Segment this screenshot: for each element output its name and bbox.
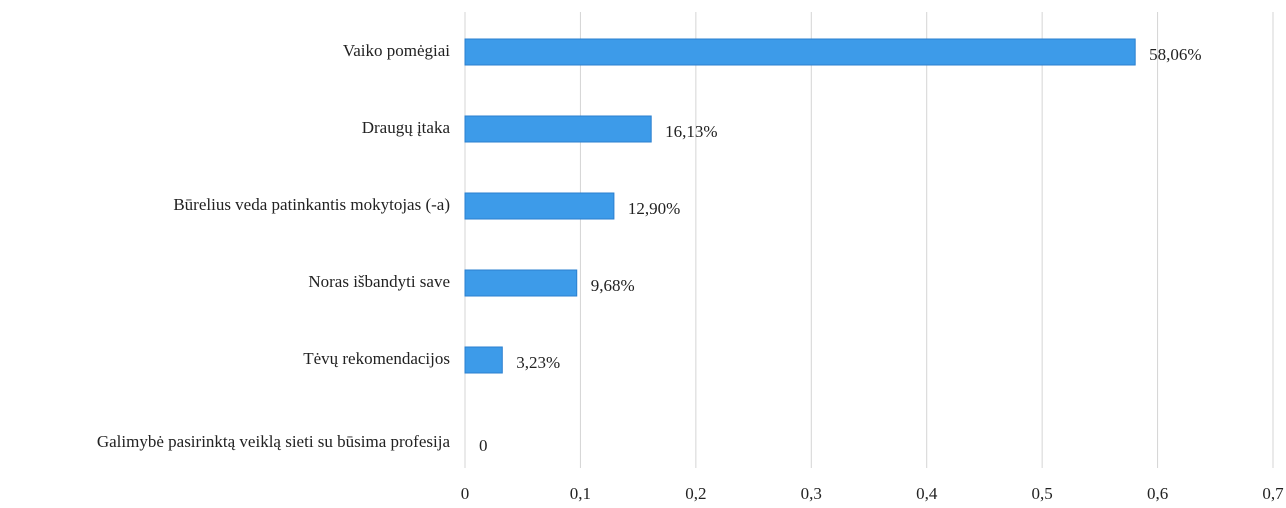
- data-label: 9,68%: [591, 276, 635, 295]
- y-tick-label: Draugų įtaka: [362, 118, 451, 137]
- data-label: 58,06%: [1149, 45, 1201, 64]
- data-label: 3,23%: [516, 353, 560, 372]
- y-tick-label: Vaiko pomėgiai: [343, 41, 450, 60]
- data-label: 16,13%: [665, 122, 717, 141]
- x-tick-label: 0: [461, 484, 470, 503]
- x-tick-label: 0,4: [916, 484, 938, 503]
- bar: [464, 192, 615, 220]
- y-tick-label: Tėvų rekomendacijos: [303, 349, 450, 368]
- data-label: 12,90%: [628, 199, 680, 218]
- x-tick-label: 0,7: [1262, 484, 1284, 503]
- x-tick-label: 0,1: [570, 484, 591, 503]
- data-label: 0: [479, 436, 488, 455]
- bar: [464, 346, 503, 374]
- x-tick-label: 0,5: [1032, 484, 1053, 503]
- y-tick-label: Būrelius veda patinkantis mokytojas (-a): [173, 195, 450, 214]
- y-tick-label: Galimybė pasirinktą veiklą sieti su būsi…: [97, 432, 451, 451]
- bar: [464, 38, 1136, 66]
- x-tick-label: 0,2: [685, 484, 706, 503]
- x-tick-label: 0,3: [801, 484, 822, 503]
- bar: [464, 269, 578, 297]
- x-tick-label: 0,6: [1147, 484, 1168, 503]
- y-tick-label: Noras išbandyti save: [308, 272, 450, 291]
- bar: [464, 115, 652, 143]
